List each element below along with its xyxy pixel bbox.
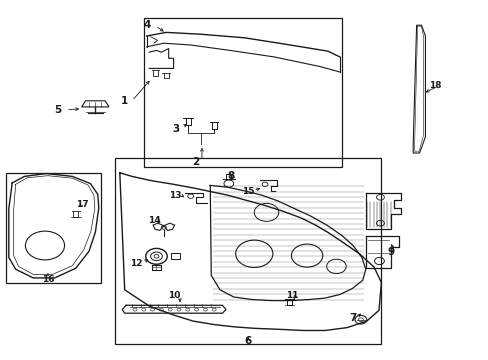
- Text: 14: 14: [147, 216, 160, 225]
- Text: 11: 11: [285, 292, 298, 300]
- Text: 8: 8: [227, 171, 234, 181]
- Bar: [115, 158, 381, 344]
- Text: 15: 15: [242, 187, 254, 196]
- Text: 2: 2: [192, 157, 199, 167]
- Text: 16: 16: [41, 275, 54, 284]
- Text: 17: 17: [76, 200, 88, 209]
- Text: 9: 9: [387, 247, 394, 257]
- Bar: [6, 173, 101, 283]
- Text: 5: 5: [54, 105, 61, 115]
- Text: 18: 18: [428, 81, 441, 90]
- Text: 10: 10: [167, 292, 180, 300]
- Text: 4: 4: [143, 20, 151, 30]
- Text: 7: 7: [348, 312, 356, 323]
- Bar: [144, 18, 342, 167]
- Text: 3: 3: [172, 123, 179, 134]
- Text: 13: 13: [168, 191, 181, 199]
- Text: 12: 12: [129, 259, 142, 268]
- Text: 1: 1: [121, 96, 128, 106]
- Text: 6: 6: [244, 336, 251, 346]
